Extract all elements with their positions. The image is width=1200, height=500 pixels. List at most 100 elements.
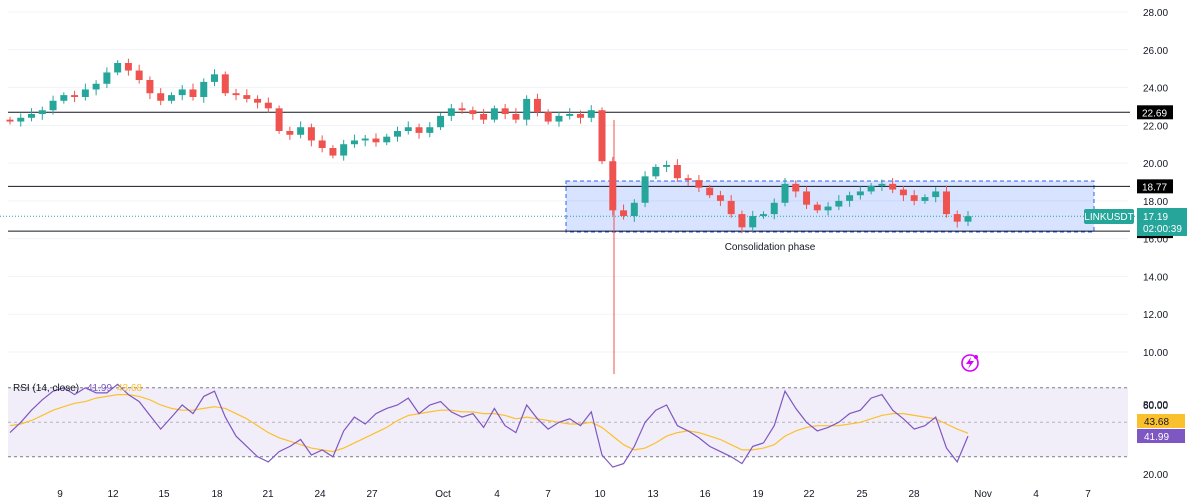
rsi-title: RSI (14, close) bbox=[13, 383, 79, 394]
candle-body bbox=[81, 89, 89, 97]
price-tick-label: 26.00 bbox=[1143, 46, 1168, 57]
rsi-title-ma: 43.68 bbox=[117, 383, 142, 394]
price-tick-label: 20.00 bbox=[1143, 159, 1168, 170]
candle-body bbox=[533, 98, 541, 113]
price-gridlines bbox=[8, 11, 1128, 353]
candle-body bbox=[178, 89, 186, 96]
time-tick-label: 4 bbox=[494, 489, 500, 500]
consolidation-zone bbox=[565, 180, 1095, 233]
time-tick-label: 10 bbox=[594, 489, 606, 500]
time-tick-label: 27 bbox=[366, 489, 378, 500]
price-axis: 28.00 26.00 24.00 22.00 20.00 18.00 16.00 14.00… bbox=[1143, 8, 1168, 359]
time-tick-label: 15 bbox=[158, 489, 170, 500]
rsi-value-tag: 41.99 bbox=[1137, 429, 1185, 443]
candle-body bbox=[372, 138, 380, 143]
time-tick-label: 25 bbox=[856, 489, 868, 500]
candle-body bbox=[275, 108, 283, 131]
candle-body bbox=[932, 191, 940, 198]
candle-body bbox=[394, 131, 402, 137]
rsi-tick-label: 60.00 bbox=[1143, 401, 1168, 412]
candle-body bbox=[28, 114, 36, 118]
level-tag-label: 22.69 bbox=[1142, 108, 1167, 119]
candle-body bbox=[695, 180, 703, 188]
rsi-value-tag-value: 41.99 bbox=[1144, 432, 1169, 443]
time-tick-label: 13 bbox=[647, 489, 659, 500]
candle-body bbox=[286, 131, 294, 135]
candle-body bbox=[835, 200, 843, 207]
candle-body bbox=[770, 202, 778, 215]
candle-body bbox=[856, 191, 864, 196]
rsi-ma-tag-value: 43.68 bbox=[1144, 417, 1169, 428]
candle-body bbox=[469, 110, 477, 114]
candle-body bbox=[297, 127, 305, 135]
time-tick-label: 19 bbox=[752, 489, 764, 500]
candle-body bbox=[361, 138, 369, 141]
candle-body bbox=[792, 183, 800, 192]
price-tick-label: 10.00 bbox=[1143, 348, 1168, 359]
rsi-ma-tag: 43.68 bbox=[1137, 414, 1185, 428]
candle-body bbox=[383, 136, 391, 143]
rsi-ma-line bbox=[9, 394, 969, 453]
candle-body bbox=[609, 161, 617, 211]
candle-body bbox=[426, 127, 434, 133]
candle-body bbox=[458, 108, 466, 111]
candle-body bbox=[566, 114, 574, 116]
candle-body bbox=[146, 80, 154, 94]
candle-body bbox=[350, 140, 358, 145]
consolidation-label: Consolidation phase bbox=[725, 242, 816, 253]
horizontal-levels bbox=[8, 111, 1130, 232]
time-tick-label: Oct bbox=[435, 489, 451, 500]
time-tick-label: 28 bbox=[908, 489, 920, 500]
candle-body bbox=[340, 144, 348, 156]
lightning-icon[interactable] bbox=[961, 354, 979, 372]
candle-body bbox=[867, 185, 875, 192]
current-price-value: 17.19 bbox=[1143, 212, 1168, 223]
candle-body bbox=[103, 72, 111, 84]
time-tick-label: Nov bbox=[974, 489, 992, 500]
time-tick-label: 21 bbox=[262, 489, 274, 500]
candle-body bbox=[447, 108, 455, 116]
rsi-tick-label: 80.00 bbox=[1143, 400, 1168, 411]
candle-body bbox=[60, 95, 68, 101]
candle-body bbox=[620, 210, 628, 216]
candle-body bbox=[846, 195, 854, 201]
candle-body bbox=[684, 178, 692, 181]
candle-body bbox=[92, 83, 100, 90]
candle-body bbox=[71, 95, 79, 97]
candle-body bbox=[641, 176, 649, 203]
candle-body bbox=[813, 204, 821, 211]
candle-body bbox=[716, 195, 724, 201]
symbol-tag: LINKUSDT bbox=[1084, 212, 1133, 223]
candle-body bbox=[404, 127, 412, 131]
candle-body bbox=[663, 165, 671, 167]
current-price-tag: LINKUSDT 17.19 02:00:39 bbox=[1084, 208, 1187, 236]
level-tag-bg bbox=[1137, 105, 1173, 120]
candle-body bbox=[318, 140, 326, 148]
candle-body bbox=[17, 117, 25, 122]
candle-body bbox=[803, 191, 811, 205]
rsi-tick-label: 20.00 bbox=[1143, 470, 1168, 481]
candle-body bbox=[706, 187, 714, 196]
candle-body bbox=[232, 93, 240, 96]
candle-body bbox=[135, 70, 143, 80]
candle-body bbox=[490, 108, 498, 120]
time-tick-label: 18 bbox=[211, 489, 223, 500]
candle-body bbox=[555, 115, 563, 122]
candle-body bbox=[501, 108, 509, 114]
time-tick-label: 16 bbox=[699, 489, 711, 500]
candle-body bbox=[630, 202, 638, 216]
candle-body bbox=[200, 81, 208, 97]
candle-body bbox=[942, 191, 950, 215]
candle-body bbox=[727, 200, 735, 215]
candle-body bbox=[921, 197, 929, 201]
candle-body bbox=[964, 216, 972, 222]
candle-body bbox=[738, 214, 746, 228]
time-tick-label: 7 bbox=[1085, 489, 1091, 500]
candle-body bbox=[38, 110, 46, 114]
time-tick-label: 24 bbox=[314, 489, 326, 500]
candle-body bbox=[899, 189, 907, 196]
candle-body bbox=[211, 74, 219, 82]
rsi-title-value: 41.99 bbox=[87, 383, 112, 394]
candle-body bbox=[6, 119, 14, 122]
time-tick-label: 4 bbox=[1033, 489, 1039, 500]
